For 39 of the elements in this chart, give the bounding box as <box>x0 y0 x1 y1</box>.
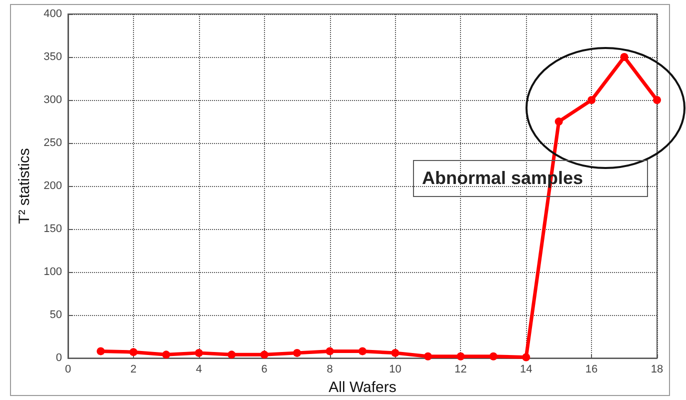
y-tick-label: 50 <box>50 309 62 322</box>
y-tick-label: 250 <box>44 137 62 150</box>
x-tick-label: 8 <box>326 364 333 376</box>
point <box>326 347 334 356</box>
point <box>620 53 628 62</box>
x-tick-label: 16 <box>585 364 598 376</box>
x-tick-label: 10 <box>389 364 402 376</box>
point <box>424 352 432 360</box>
x-tick-label: 0 <box>64 364 72 376</box>
x-tick-label: 18 <box>650 364 664 376</box>
point <box>194 348 203 357</box>
point <box>653 96 661 104</box>
y-tick-label: 400 <box>44 8 62 20</box>
point <box>489 352 498 360</box>
x-tick-label: 6 <box>261 364 268 376</box>
y-tick-label: 200 <box>44 180 62 192</box>
y-tick-label: 0 <box>56 352 62 364</box>
y-tick-label: 150 <box>44 223 62 236</box>
point <box>456 352 465 360</box>
point <box>391 348 400 357</box>
point <box>129 348 138 356</box>
y-tick-label: 350 <box>44 51 62 64</box>
x-axis-title: All Wafers <box>328 379 396 396</box>
x-tick-label: 4 <box>196 364 202 376</box>
point <box>588 96 596 104</box>
point <box>358 347 366 356</box>
y-axis-title: T² statistics <box>16 148 33 224</box>
x-tick-label: 2 <box>130 364 137 376</box>
point <box>162 350 170 359</box>
point <box>293 348 302 357</box>
x-tick-label: 12 <box>454 364 467 376</box>
point <box>522 353 530 362</box>
y-tick-label: 100 <box>44 266 62 278</box>
y-tick-label: 300 <box>44 94 62 106</box>
x-tick-label: 14 <box>520 364 532 376</box>
point <box>260 350 268 359</box>
point <box>96 347 105 356</box>
point <box>554 118 563 126</box>
point <box>228 350 236 359</box>
